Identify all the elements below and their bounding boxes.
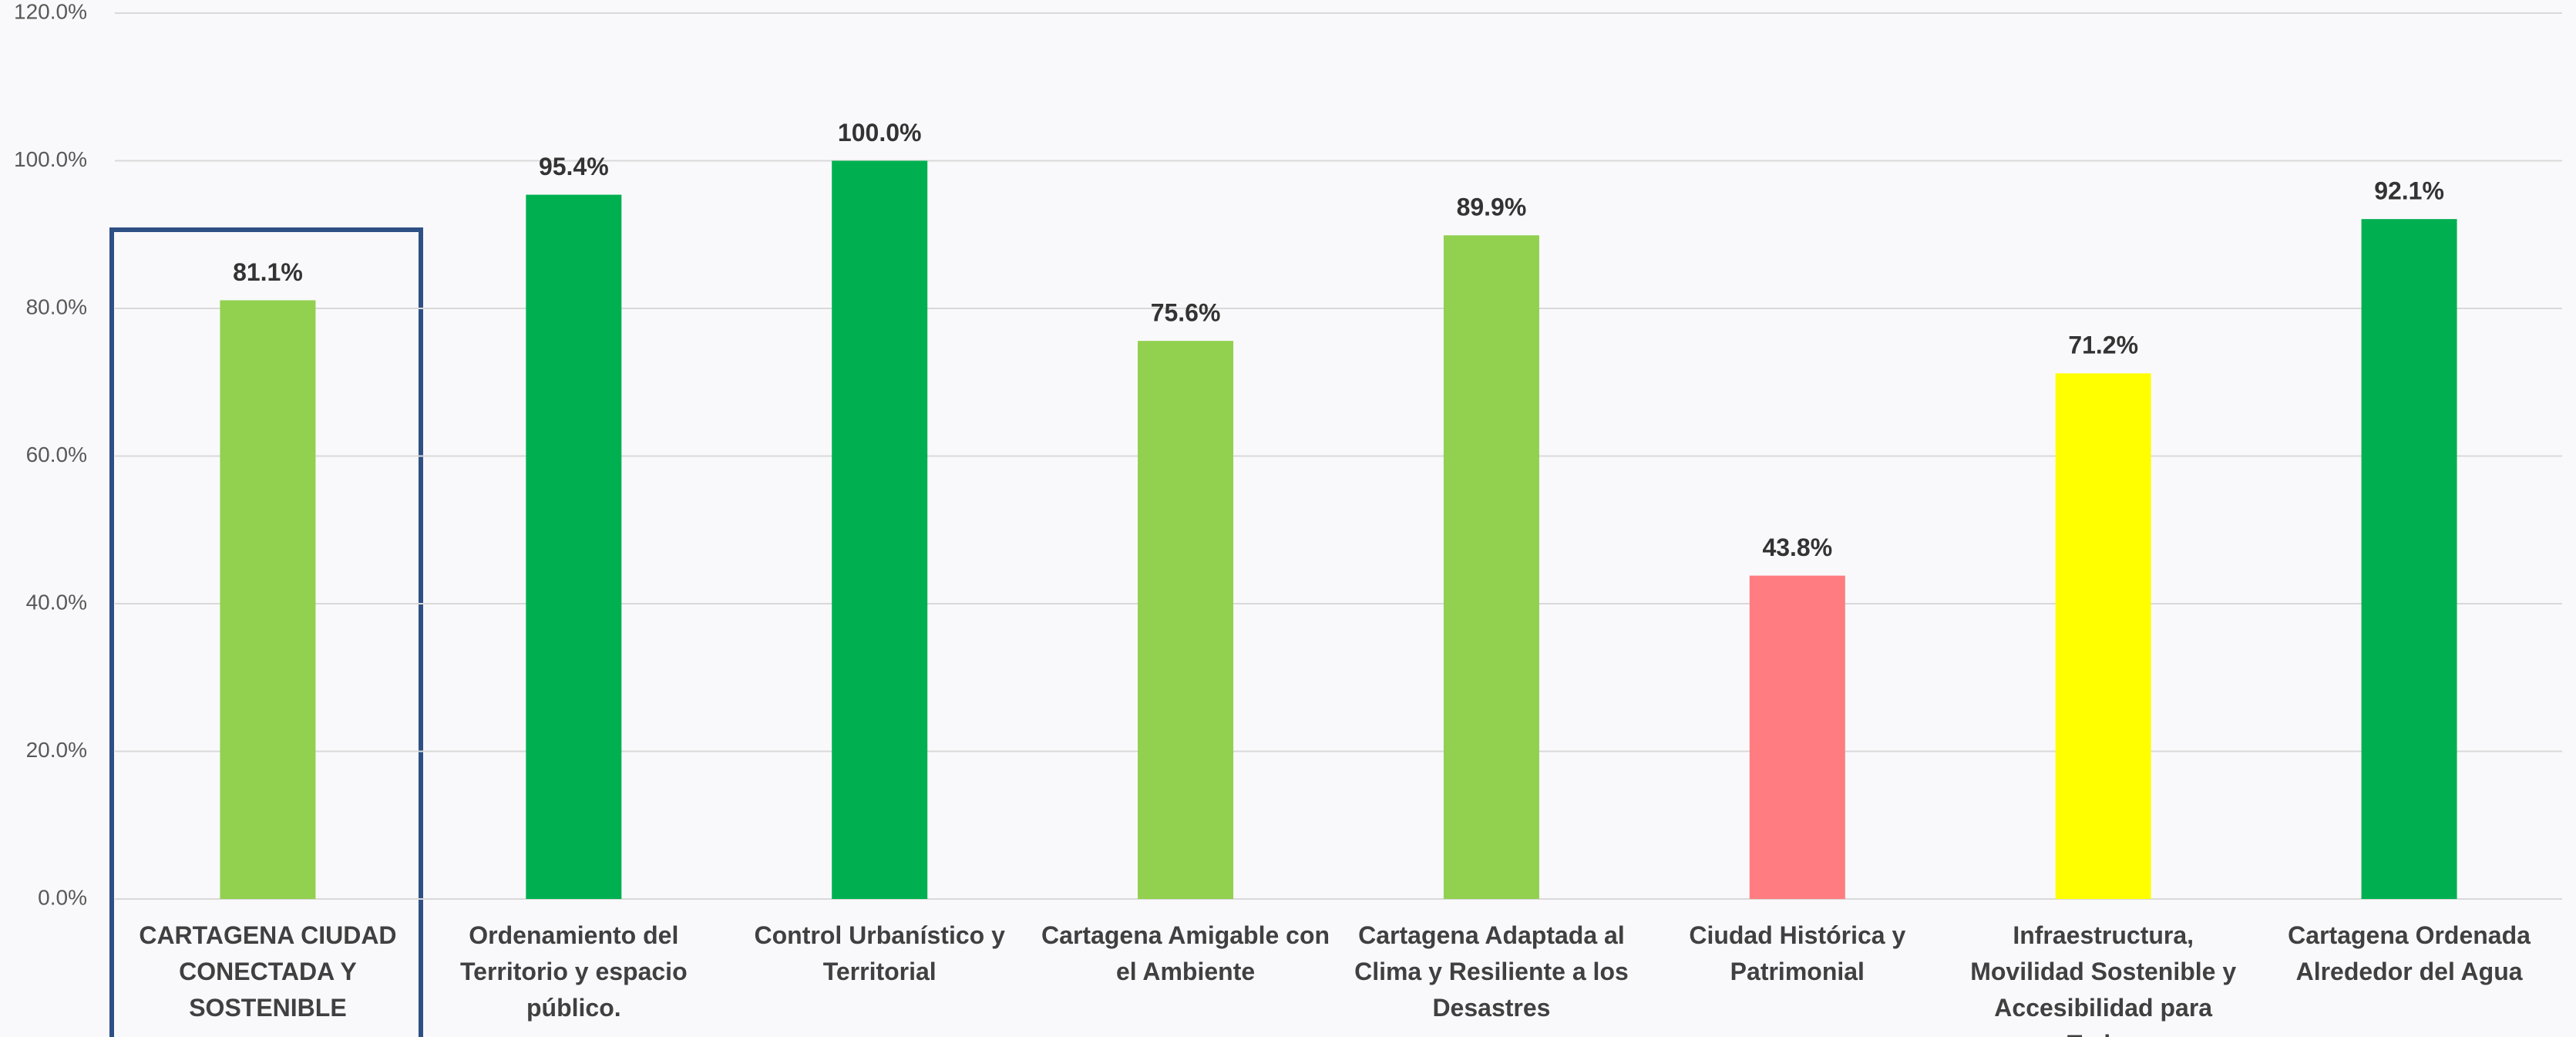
y-tick-label: 0.0%: [38, 885, 87, 909]
highlight-box: [109, 227, 423, 1037]
bar: [526, 194, 622, 900]
bar: [2361, 219, 2457, 900]
x-tick-label: Ciudad Histórica y Patrimonial: [1689, 921, 1906, 985]
bar: [1749, 575, 1845, 899]
value-label: 71.2%: [2068, 332, 2138, 359]
x-tick-label: Cartagena Ordenada Alrededor del Agua: [2288, 921, 2531, 985]
y-tick-label: 120.0%: [14, 0, 87, 23]
value-label: 89.9%: [1457, 194, 1527, 221]
value-label: 100.0%: [838, 119, 922, 146]
value-label: 95.4%: [539, 153, 609, 180]
bar: [220, 300, 316, 899]
x-tick-label: CARTAGENA CIUDAD CONECTADA Y SOSTENIBLE: [139, 921, 397, 1022]
bar: [1443, 235, 1539, 899]
y-tick-label: 60.0%: [26, 443, 87, 466]
bar: [2055, 373, 2151, 899]
bar: [832, 160, 928, 899]
y-tick-label: 100.0%: [14, 147, 87, 171]
y-tick-label: 40.0%: [26, 590, 87, 614]
x-tick-label: Cartagena Amigable con el Ambiente: [1041, 921, 1330, 985]
value-label: 43.8%: [1762, 534, 1832, 561]
y-tick-label: 20.0%: [26, 738, 87, 762]
value-label: 81.1%: [233, 258, 303, 286]
value-label: 75.6%: [1151, 299, 1221, 327]
y-tick-label: 80.0%: [26, 295, 87, 318]
bar: [1138, 341, 1234, 899]
value-label: 92.1%: [2374, 177, 2444, 205]
x-tick-label: Control Urbanístico y Territorial: [754, 921, 1005, 985]
x-tick-label: Infraestructura, Movilidad Sostenible y …: [1970, 921, 2237, 1037]
x-tick-label: Cartagena Adaptada al Clima y Resiliente…: [1354, 921, 1629, 1022]
x-tick-label: Ordenamiento del Territorio y espacio pú…: [460, 921, 688, 1022]
